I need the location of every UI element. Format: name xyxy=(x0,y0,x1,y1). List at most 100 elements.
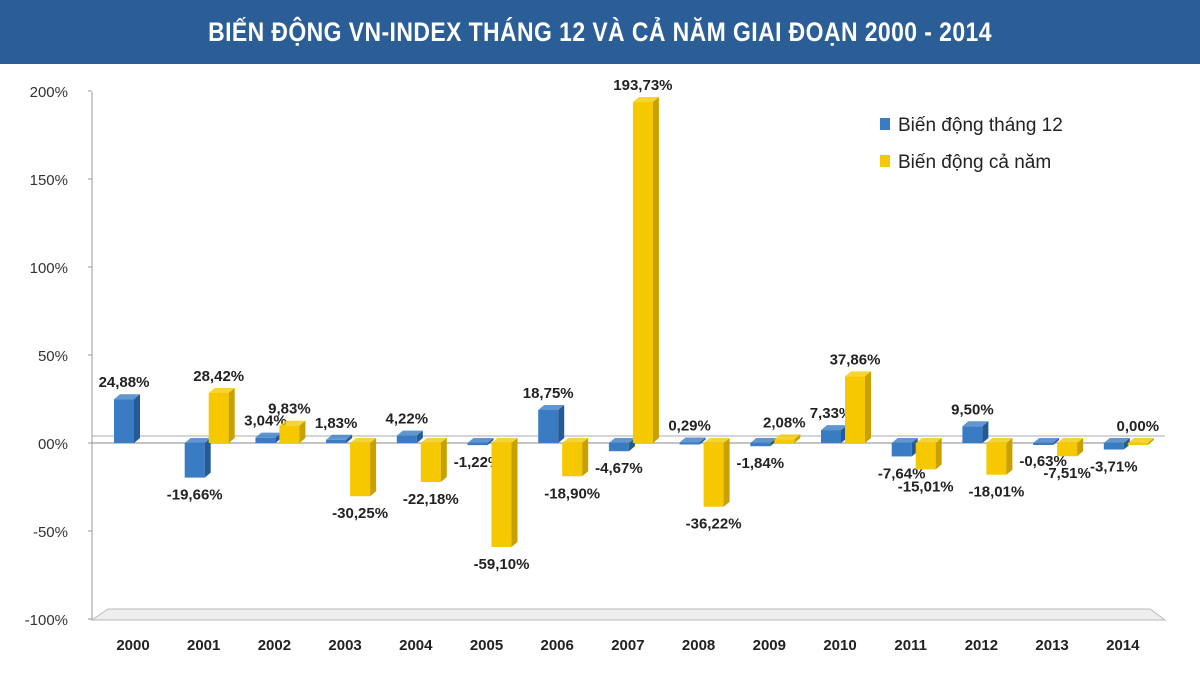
x-tick-label: 2004 xyxy=(399,637,433,654)
bar-side xyxy=(416,430,423,443)
bar-december xyxy=(1103,443,1124,450)
bar-top xyxy=(750,438,777,443)
bar-top xyxy=(420,438,447,443)
data-label: 7,33% xyxy=(810,405,853,422)
bar-side xyxy=(865,371,871,443)
title-bar: BIẾN ĐỘNG VN-INDEX THÁNG 12 VÀ CẢ NĂM GI… xyxy=(0,0,1200,64)
bar-top xyxy=(774,434,801,440)
bar-side xyxy=(723,438,730,507)
bar-top xyxy=(703,438,730,443)
bar-december xyxy=(255,437,276,443)
x-tick-label: 2008 xyxy=(682,637,715,654)
bar-year xyxy=(491,443,512,548)
bar-side xyxy=(982,421,989,443)
legend-label: Biến động tháng 12 xyxy=(898,115,1063,136)
data-label: -19,66% xyxy=(167,487,223,504)
x-tick-label: 2003 xyxy=(328,637,361,654)
data-label: -18,01% xyxy=(968,484,1024,501)
chart-floor xyxy=(90,608,1167,621)
legend-swatch xyxy=(880,118,890,130)
bar-december xyxy=(396,435,417,443)
bar-side xyxy=(1123,438,1130,450)
bar-top xyxy=(1103,438,1130,443)
data-label: 28,42% xyxy=(193,368,244,385)
bar-year xyxy=(1127,443,1148,445)
bar-top xyxy=(255,432,282,438)
data-label: -59,10% xyxy=(474,556,530,573)
x-tick-label: 2007 xyxy=(611,637,644,654)
bar-top xyxy=(679,437,706,443)
data-label: 2,08% xyxy=(763,414,806,431)
data-label: 3,04% xyxy=(244,413,287,430)
x-tick-label: 2001 xyxy=(187,637,220,654)
bar-top xyxy=(562,438,589,443)
legend-label: Biến động cả năm xyxy=(898,152,1051,173)
bar-year xyxy=(279,425,300,443)
y-tick-label: -50% xyxy=(33,524,68,541)
data-label: 1,83% xyxy=(315,415,358,432)
bar-year xyxy=(986,443,1007,475)
bar-december xyxy=(679,442,700,445)
bar-year xyxy=(420,443,441,483)
bar-side xyxy=(1077,438,1084,457)
bar-side xyxy=(1006,438,1013,475)
bar-top xyxy=(184,438,211,443)
bar-december xyxy=(326,439,347,443)
bar-side xyxy=(1053,438,1060,445)
data-label: 0,00% xyxy=(1117,418,1160,435)
bar-december xyxy=(184,443,205,478)
bar-top xyxy=(1057,438,1084,443)
data-label: 0,29% xyxy=(668,417,711,434)
bar-december xyxy=(891,443,912,457)
bar-december xyxy=(608,443,629,452)
y-tick-label: 00% xyxy=(38,436,68,453)
bar-side xyxy=(582,438,589,477)
bar-side xyxy=(794,434,801,443)
bar-top xyxy=(491,438,518,443)
bar-top xyxy=(114,394,140,400)
y-tick-label: 200% xyxy=(30,84,68,101)
data-label: 4,22% xyxy=(386,411,429,428)
bar-year xyxy=(703,443,724,507)
bar-side xyxy=(511,438,518,548)
bar-top xyxy=(821,425,847,431)
data-label: -18,90% xyxy=(544,485,600,502)
bar-year xyxy=(774,439,795,443)
bar-side xyxy=(699,437,706,445)
bar-top xyxy=(915,438,942,443)
bar-side xyxy=(370,438,377,497)
bar-december xyxy=(821,430,841,443)
bar-side xyxy=(1147,438,1154,445)
data-label: -36,22% xyxy=(686,516,742,533)
bar-top xyxy=(208,387,235,393)
x-tick-label: 2005 xyxy=(470,637,503,654)
y-tick-label: 50% xyxy=(38,348,68,365)
bar-december xyxy=(1033,443,1054,445)
bar-side xyxy=(652,97,659,443)
x-tick-label: 2000 xyxy=(116,637,149,654)
bar-december xyxy=(114,399,134,443)
x-tick-label: 2002 xyxy=(258,637,291,654)
data-label: 9,83% xyxy=(268,401,311,418)
data-label: -7,51% xyxy=(1043,465,1091,482)
data-label: -22,18% xyxy=(403,491,459,508)
y-tick-label: 100% xyxy=(30,260,68,277)
bar-top xyxy=(467,438,494,443)
data-label: -0,63% xyxy=(1019,453,1067,470)
bar-side xyxy=(228,387,235,443)
bar-year xyxy=(915,443,936,470)
bar-top xyxy=(538,405,565,410)
bar-side xyxy=(487,438,494,446)
bar-top xyxy=(962,421,989,427)
bar-top xyxy=(845,371,871,377)
bar-top xyxy=(1033,438,1060,443)
bar-december xyxy=(538,410,559,443)
bar-top xyxy=(396,430,423,436)
data-label: 18,75% xyxy=(523,385,574,402)
y-tick-label: -100% xyxy=(25,612,68,629)
data-label: -1,22% xyxy=(454,454,502,471)
bar-side xyxy=(558,405,565,443)
bar-top xyxy=(632,97,659,103)
data-label: 24,88% xyxy=(99,374,150,391)
bar-side xyxy=(935,438,942,470)
